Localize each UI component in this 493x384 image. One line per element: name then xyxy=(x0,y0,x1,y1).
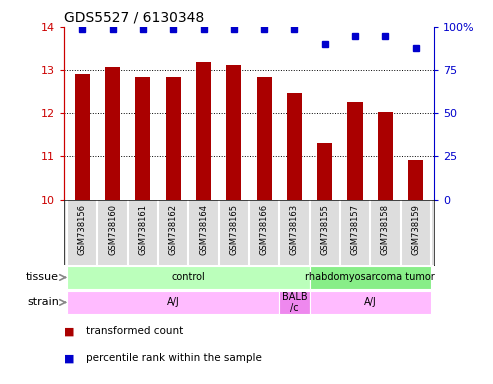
Text: GSM738161: GSM738161 xyxy=(139,204,147,255)
Bar xyxy=(67,291,279,314)
Bar xyxy=(317,143,332,200)
Text: GSM738160: GSM738160 xyxy=(108,204,117,255)
Bar xyxy=(75,74,90,200)
Text: GDS5527 / 6130348: GDS5527 / 6130348 xyxy=(64,10,204,24)
Bar xyxy=(226,65,242,200)
Text: A/J: A/J xyxy=(364,297,377,308)
Text: transformed count: transformed count xyxy=(86,326,183,336)
Text: tissue: tissue xyxy=(26,272,59,283)
Text: GSM738156: GSM738156 xyxy=(78,204,87,255)
Text: GSM738157: GSM738157 xyxy=(351,204,359,255)
Text: GSM738159: GSM738159 xyxy=(411,204,420,255)
Text: rhabdomyosarcoma tumor: rhabdomyosarcoma tumor xyxy=(305,272,435,283)
Text: strain: strain xyxy=(27,297,59,308)
Bar xyxy=(256,78,272,200)
Bar xyxy=(348,102,363,200)
Bar xyxy=(408,160,423,200)
Bar xyxy=(287,93,302,200)
Text: GSM738164: GSM738164 xyxy=(199,204,208,255)
Bar xyxy=(196,62,211,200)
Bar xyxy=(105,67,120,200)
Text: GSM738166: GSM738166 xyxy=(260,204,269,255)
Bar xyxy=(310,266,431,289)
Text: BALB
/c: BALB /c xyxy=(282,291,307,313)
Text: control: control xyxy=(172,272,205,283)
Text: GSM738162: GSM738162 xyxy=(169,204,177,255)
Text: GSM738158: GSM738158 xyxy=(381,204,390,255)
Bar xyxy=(279,291,310,314)
Text: GSM738163: GSM738163 xyxy=(290,204,299,255)
Bar xyxy=(378,113,393,200)
Text: A/J: A/J xyxy=(167,297,179,308)
Text: percentile rank within the sample: percentile rank within the sample xyxy=(86,353,262,363)
Text: GSM738165: GSM738165 xyxy=(229,204,238,255)
Text: GSM738155: GSM738155 xyxy=(320,204,329,255)
Bar xyxy=(135,78,150,200)
Text: ■: ■ xyxy=(64,353,74,363)
Bar xyxy=(166,78,181,200)
Text: ■: ■ xyxy=(64,326,74,336)
Bar xyxy=(310,291,431,314)
Bar xyxy=(67,266,310,289)
